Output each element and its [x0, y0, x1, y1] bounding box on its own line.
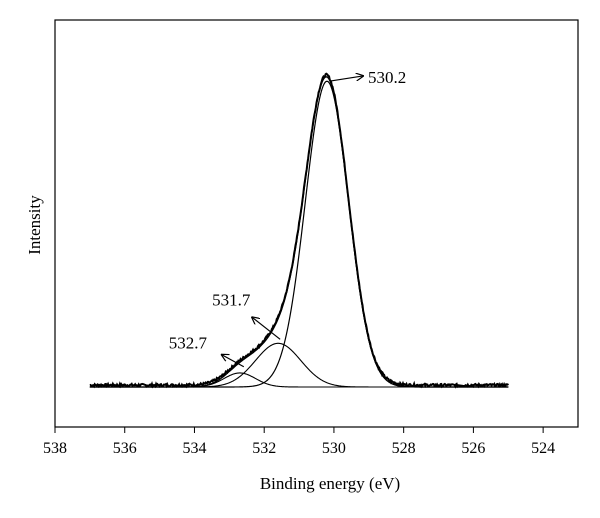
envelope-curve — [89, 76, 509, 388]
x-axis-label: Binding energy (eV) — [260, 474, 400, 493]
x-tick-label: 524 — [531, 440, 555, 457]
annotation-530-2-label: 530.2 — [368, 68, 406, 87]
x-tick-label: 532 — [252, 440, 276, 457]
annotation-531-7-arrow — [252, 317, 281, 340]
x-tick-label: 526 — [461, 440, 485, 457]
component-530-2-curve — [89, 80, 509, 388]
annotation-530-2-arrow — [330, 76, 363, 82]
x-tick-label: 536 — [113, 440, 137, 457]
curves — [89, 72, 510, 389]
annotation-531-7-label: 531.7 — [212, 290, 251, 309]
y-axis-label: Intensity — [25, 195, 44, 255]
x-tick-label: 534 — [182, 440, 206, 457]
x-tick-label: 538 — [43, 440, 67, 457]
annotation-532-7-label: 532.7 — [169, 334, 208, 353]
x-tick-label: 530 — [322, 440, 346, 457]
experimental-curve — [89, 72, 510, 389]
annotation-532-7-arrow — [222, 355, 245, 368]
x-tick-label: 528 — [392, 440, 416, 457]
x-axis-ticks: 538 536 534 532 530 528 526 524 — [43, 427, 555, 457]
component-531-7-curve — [89, 342, 509, 388]
annotations: 530.2 531.7 532.7 — [169, 68, 406, 368]
plot-frame — [54, 19, 579, 428]
